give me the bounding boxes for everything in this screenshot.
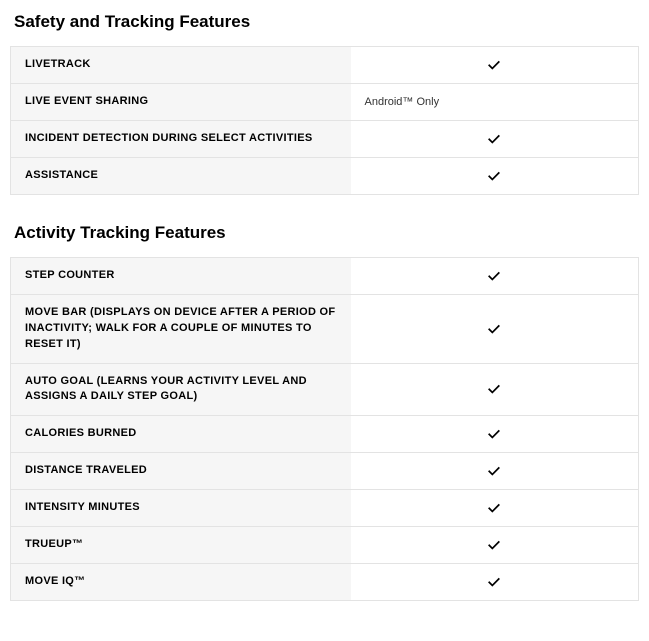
- table-row: TRUEUP™: [11, 527, 639, 564]
- feature-value-check: [351, 527, 639, 564]
- feature-value-check: [351, 453, 639, 490]
- check-icon: [487, 501, 501, 515]
- feature-label: DISTANCE TRAVELED: [11, 453, 351, 490]
- check-icon: [487, 538, 501, 552]
- feature-label: LIVETRACK: [11, 47, 351, 84]
- table-row: LIVE EVENT SHARINGAndroid™ Only: [11, 83, 639, 120]
- feature-table: STEP COUNTERMOVE BAR (DISPLAYS ON DEVICE…: [10, 257, 639, 601]
- check-icon: [487, 269, 501, 283]
- check-icon: [487, 464, 501, 478]
- feature-value-check: [351, 490, 639, 527]
- feature-value-text: Android™ Only: [351, 83, 639, 120]
- section-title: Safety and Tracking Features: [14, 12, 639, 32]
- feature-label: INTENSITY MINUTES: [11, 490, 351, 527]
- check-icon: [487, 169, 501, 183]
- check-icon: [487, 575, 501, 589]
- feature-table: LIVETRACKLIVE EVENT SHARINGAndroid™ Only…: [10, 46, 639, 195]
- feature-label: MOVE IQ™: [11, 564, 351, 601]
- section-title: Activity Tracking Features: [14, 223, 639, 243]
- table-row: CALORIES BURNED: [11, 416, 639, 453]
- feature-value-check: [351, 157, 639, 194]
- table-row: STEP COUNTER: [11, 257, 639, 294]
- check-icon: [487, 322, 501, 336]
- table-row: MOVE BAR (DISPLAYS ON DEVICE AFTER A PER…: [11, 294, 639, 363]
- check-icon: [487, 58, 501, 72]
- table-row: AUTO GOAL (LEARNS YOUR ACTIVITY LEVEL AN…: [11, 363, 639, 416]
- feature-value-check: [351, 294, 639, 363]
- feature-section: Safety and Tracking Features LIVETRACKLIV…: [10, 12, 639, 195]
- feature-value-check: [351, 120, 639, 157]
- feature-label: ASSISTANCE: [11, 157, 351, 194]
- table-row: DISTANCE TRAVELED: [11, 453, 639, 490]
- feature-value-check: [351, 416, 639, 453]
- table-row: LIVETRACK: [11, 47, 639, 84]
- check-icon: [487, 427, 501, 441]
- feature-label: CALORIES BURNED: [11, 416, 351, 453]
- table-row: INTENSITY MINUTES: [11, 490, 639, 527]
- feature-label: STEP COUNTER: [11, 257, 351, 294]
- feature-value-check: [351, 363, 639, 416]
- table-row: ASSISTANCE: [11, 157, 639, 194]
- feature-label: TRUEUP™: [11, 527, 351, 564]
- table-row: INCIDENT DETECTION DURING SELECT ACTIVIT…: [11, 120, 639, 157]
- feature-label: INCIDENT DETECTION DURING SELECT ACTIVIT…: [11, 120, 351, 157]
- feature-label: AUTO GOAL (LEARNS YOUR ACTIVITY LEVEL AN…: [11, 363, 351, 416]
- feature-value-check: [351, 257, 639, 294]
- feature-label: LIVE EVENT SHARING: [11, 83, 351, 120]
- check-icon: [487, 382, 501, 396]
- feature-section: Activity Tracking FeaturesSTEP COUNTERMO…: [10, 223, 639, 601]
- feature-value-check: [351, 564, 639, 601]
- check-icon: [487, 132, 501, 146]
- table-row: MOVE IQ™: [11, 564, 639, 601]
- feature-value-check: [351, 47, 639, 84]
- feature-label: MOVE BAR (DISPLAYS ON DEVICE AFTER A PER…: [11, 294, 351, 363]
